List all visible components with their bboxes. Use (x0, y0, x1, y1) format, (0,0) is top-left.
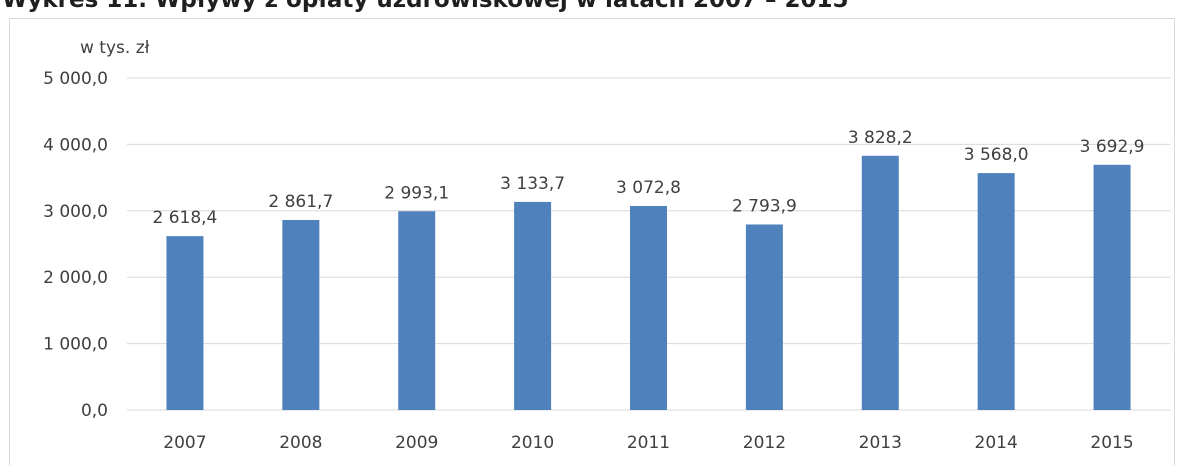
chart-caption: Wykres 11. Wpływy z opłaty uzdrowiskowej… (2, 0, 849, 13)
x-tick-label-2015: 2015 (1090, 433, 1133, 453)
y-tick-label: 1 000,0 (43, 335, 108, 355)
data-label-2012: 2 793,9 (732, 196, 797, 216)
data-label-2010: 3 133,7 (500, 174, 565, 194)
bar-2011 (630, 205, 667, 410)
x-tick-label-2008: 2008 (279, 433, 322, 453)
y-axis-tick-labels: 0,0 1 000,0 2 000,0 3 000,0 4 000,0 5 000,0 (43, 69, 108, 421)
y-tick-label: 4 000,0 (43, 135, 108, 155)
bar-2010 (514, 201, 552, 410)
data-labels: 2 618,4 2 861,7 2 993,1 3 133,7 3 072,8 2 793… (152, 128, 1144, 228)
bars (166, 155, 1131, 410)
x-tick-label-2010: 2010 (511, 433, 554, 453)
data-label-2013: 3 828,2 (848, 128, 913, 148)
x-axis-tick-labels: 2007 2008 2009 2010 2011 2012 2013 2014 2015 (163, 433, 1133, 453)
bar-2007 (166, 236, 204, 410)
bar-2009 (398, 211, 436, 410)
data-label-2014: 3 568,0 (964, 145, 1029, 165)
x-tick-label-2011: 2011 (627, 433, 670, 453)
x-tick-label-2007: 2007 (163, 433, 206, 453)
bar-2014 (977, 173, 1015, 410)
x-tick-label-2014: 2014 (975, 433, 1018, 453)
data-label-2015: 3 692,9 (1080, 137, 1145, 157)
x-tick-label-2009: 2009 (395, 433, 438, 453)
data-label-2008: 2 861,7 (268, 192, 333, 212)
x-tick-label-2013: 2013 (859, 433, 902, 453)
bar-2008 (282, 219, 320, 410)
y-axis-unit-label: w tys. zł (80, 38, 150, 58)
bar-2013 (861, 155, 899, 410)
y-tick-label: 2 000,0 (43, 268, 108, 288)
bar-2015 (1093, 164, 1131, 410)
data-label-2007: 2 618,4 (152, 208, 217, 228)
bar-2012 (745, 224, 783, 410)
data-label-2011: 3 072,8 (616, 178, 681, 198)
data-label-2009: 2 993,1 (384, 183, 449, 203)
x-tick-label-2012: 2012 (743, 433, 786, 453)
y-tick-label: 3 000,0 (43, 202, 108, 222)
y-tick-label: 5 000,0 (43, 69, 108, 89)
y-tick-label: 0,0 (81, 401, 108, 421)
